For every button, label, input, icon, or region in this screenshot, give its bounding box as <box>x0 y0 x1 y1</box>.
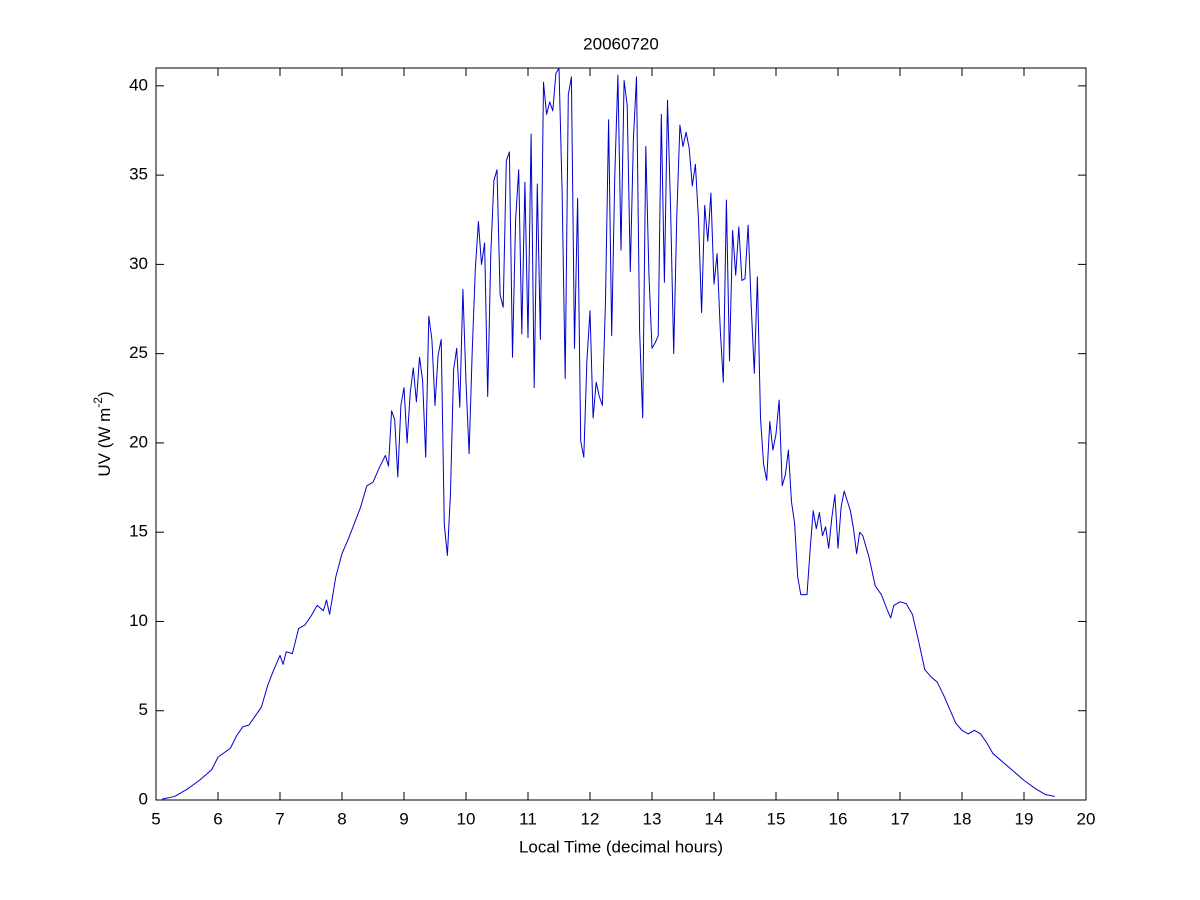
x-tick-label: 12 <box>581 809 600 828</box>
x-tick-label: 8 <box>337 809 346 828</box>
data-line <box>162 67 1056 800</box>
y-tick-label: 5 <box>139 700 148 719</box>
y-tick-label: 10 <box>129 611 148 630</box>
x-tick-label: 6 <box>213 809 222 828</box>
x-tick-label: 20 <box>1077 809 1096 828</box>
x-tick-label: 14 <box>705 809 724 828</box>
x-tick-label: 17 <box>891 809 910 828</box>
x-tick-label: 15 <box>767 809 786 828</box>
y-tick-label: 15 <box>129 522 148 541</box>
y-tick-label: 40 <box>129 75 148 94</box>
x-tick-label: 7 <box>275 809 284 828</box>
x-tick-label: 19 <box>1015 809 1034 828</box>
y-tick-label: 25 <box>129 343 148 362</box>
y-label-text: UV (W m <box>95 408 114 477</box>
y-tick-label: 35 <box>129 165 148 184</box>
y-tick-label: 30 <box>129 254 148 273</box>
y-label-superscript: -2 <box>91 397 105 408</box>
x-tick-label: 11 <box>519 809 537 828</box>
x-tick-label: 16 <box>829 809 848 828</box>
x-tick-label: 5 <box>151 809 160 828</box>
x-tick-label: 10 <box>457 809 476 828</box>
y-tick-label: 20 <box>129 432 148 451</box>
chart-title: 20060720 <box>583 34 659 53</box>
x-axis-label: Local Time (decimal hours) <box>519 837 723 856</box>
x-tick-label: 13 <box>643 809 662 828</box>
plot-box <box>155 67 1087 801</box>
y-label-suffix: ) <box>95 391 114 397</box>
y-axis-label: UV (W m-2) <box>91 391 114 476</box>
x-tick-label: 18 <box>953 809 972 828</box>
x-tick-label: 9 <box>399 809 408 828</box>
y-tick-label: 0 <box>139 789 148 808</box>
